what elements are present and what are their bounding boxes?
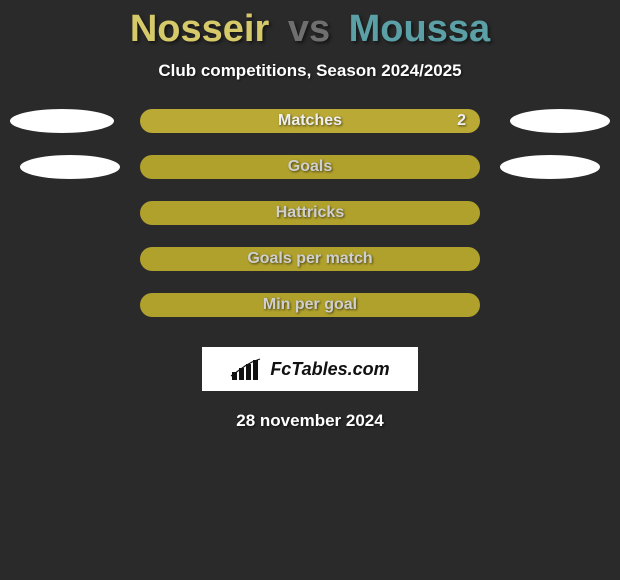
stat-row: Min per goal — [0, 293, 620, 317]
stat-pill: Matches2 — [140, 109, 480, 133]
stat-label: Min per goal — [140, 293, 480, 317]
stat-label: Goals — [140, 155, 480, 179]
fctables-logo: FcTables.com — [202, 347, 418, 391]
stat-row: Goals per match — [0, 247, 620, 271]
right-ellipse — [500, 155, 600, 179]
title-vs: vs — [288, 8, 330, 50]
stat-pill: Goals per match — [140, 247, 480, 271]
right-ellipse — [510, 109, 610, 133]
stat-pill: Min per goal — [140, 293, 480, 317]
stat-label: Goals per match — [140, 247, 480, 271]
logo-text: FcTables.com — [270, 359, 389, 380]
player2-name: Moussa — [349, 8, 490, 50]
stat-row: Matches2 — [0, 109, 620, 133]
date-text: 28 november 2024 — [0, 411, 620, 431]
player1-name: Nosseir — [130, 8, 269, 50]
stat-label: Matches — [140, 109, 480, 133]
chart-bars-icon — [230, 358, 264, 380]
stat-row: Hattricks — [0, 201, 620, 225]
subtitle: Club competitions, Season 2024/2025 — [0, 61, 620, 81]
stat-pill: Goals — [140, 155, 480, 179]
stat-pill: Hattricks — [140, 201, 480, 225]
stat-value: 2 — [457, 109, 466, 133]
comparison-title: Nosseir vs Moussa — [0, 0, 620, 51]
logo-inner: FcTables.com — [230, 358, 389, 380]
stat-rows: Matches2 Goals Hattricks Goals per match Min… — [0, 109, 620, 317]
stat-row: Goals — [0, 155, 620, 179]
left-ellipse — [10, 109, 114, 133]
stat-label: Hattricks — [140, 201, 480, 225]
left-ellipse — [20, 155, 120, 179]
